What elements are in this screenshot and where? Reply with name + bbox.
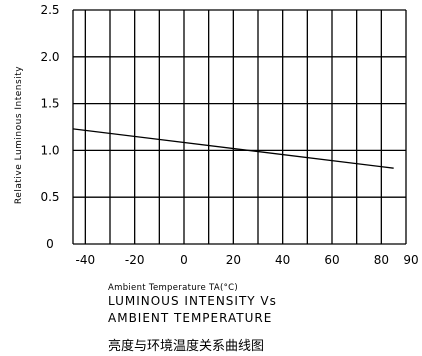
x-tick-label: 40	[275, 253, 290, 267]
x-tick-label: 20	[226, 253, 241, 267]
x-tick-label: 80	[374, 253, 389, 267]
chart-title-line-1: LUMINOUS INTENSITY Vs	[108, 294, 277, 308]
x-tick-label: -20	[125, 253, 145, 267]
y-tick-label: 0.5	[40, 190, 59, 204]
chart-grid	[72, 9, 407, 245]
chart-caption-chinese: 亮度与环境温度关系曲线图	[108, 339, 265, 354]
chart-title-line-2: AMBIENT TEMPERATURE	[108, 311, 273, 325]
y-axis-label: Relative Luminous Intensity	[14, 66, 24, 204]
luminous-intensity-chart: 0 0.5 1.0 1.5 2.0 2.5 -40 -20 0 20 40 60 80 90 Relat…	[14, 3, 419, 267]
chart-series	[72, 128, 394, 169]
x-axis-label: Ambient Temperature TA(°C)	[108, 283, 239, 293]
x-tick-label: -40	[76, 253, 96, 267]
y-tick-label: 1.0	[40, 143, 59, 157]
y-tick-label: 2.0	[40, 50, 59, 64]
x-tick-label: 60	[324, 253, 339, 267]
y-axis-ticks: 0 0.5 1.0 1.5 2.0 2.5	[40, 3, 59, 251]
x-axis-ticks: -40 -20 0 20 40 60 80 90	[76, 253, 419, 267]
y-tick-label: 2.5	[40, 3, 59, 17]
x-tick-label: 0	[180, 253, 188, 267]
x-tick-label: 90	[403, 253, 418, 267]
y-tick-label: 1.5	[40, 97, 59, 111]
series-line	[72, 128, 394, 169]
y-tick-label: 0	[46, 237, 54, 251]
